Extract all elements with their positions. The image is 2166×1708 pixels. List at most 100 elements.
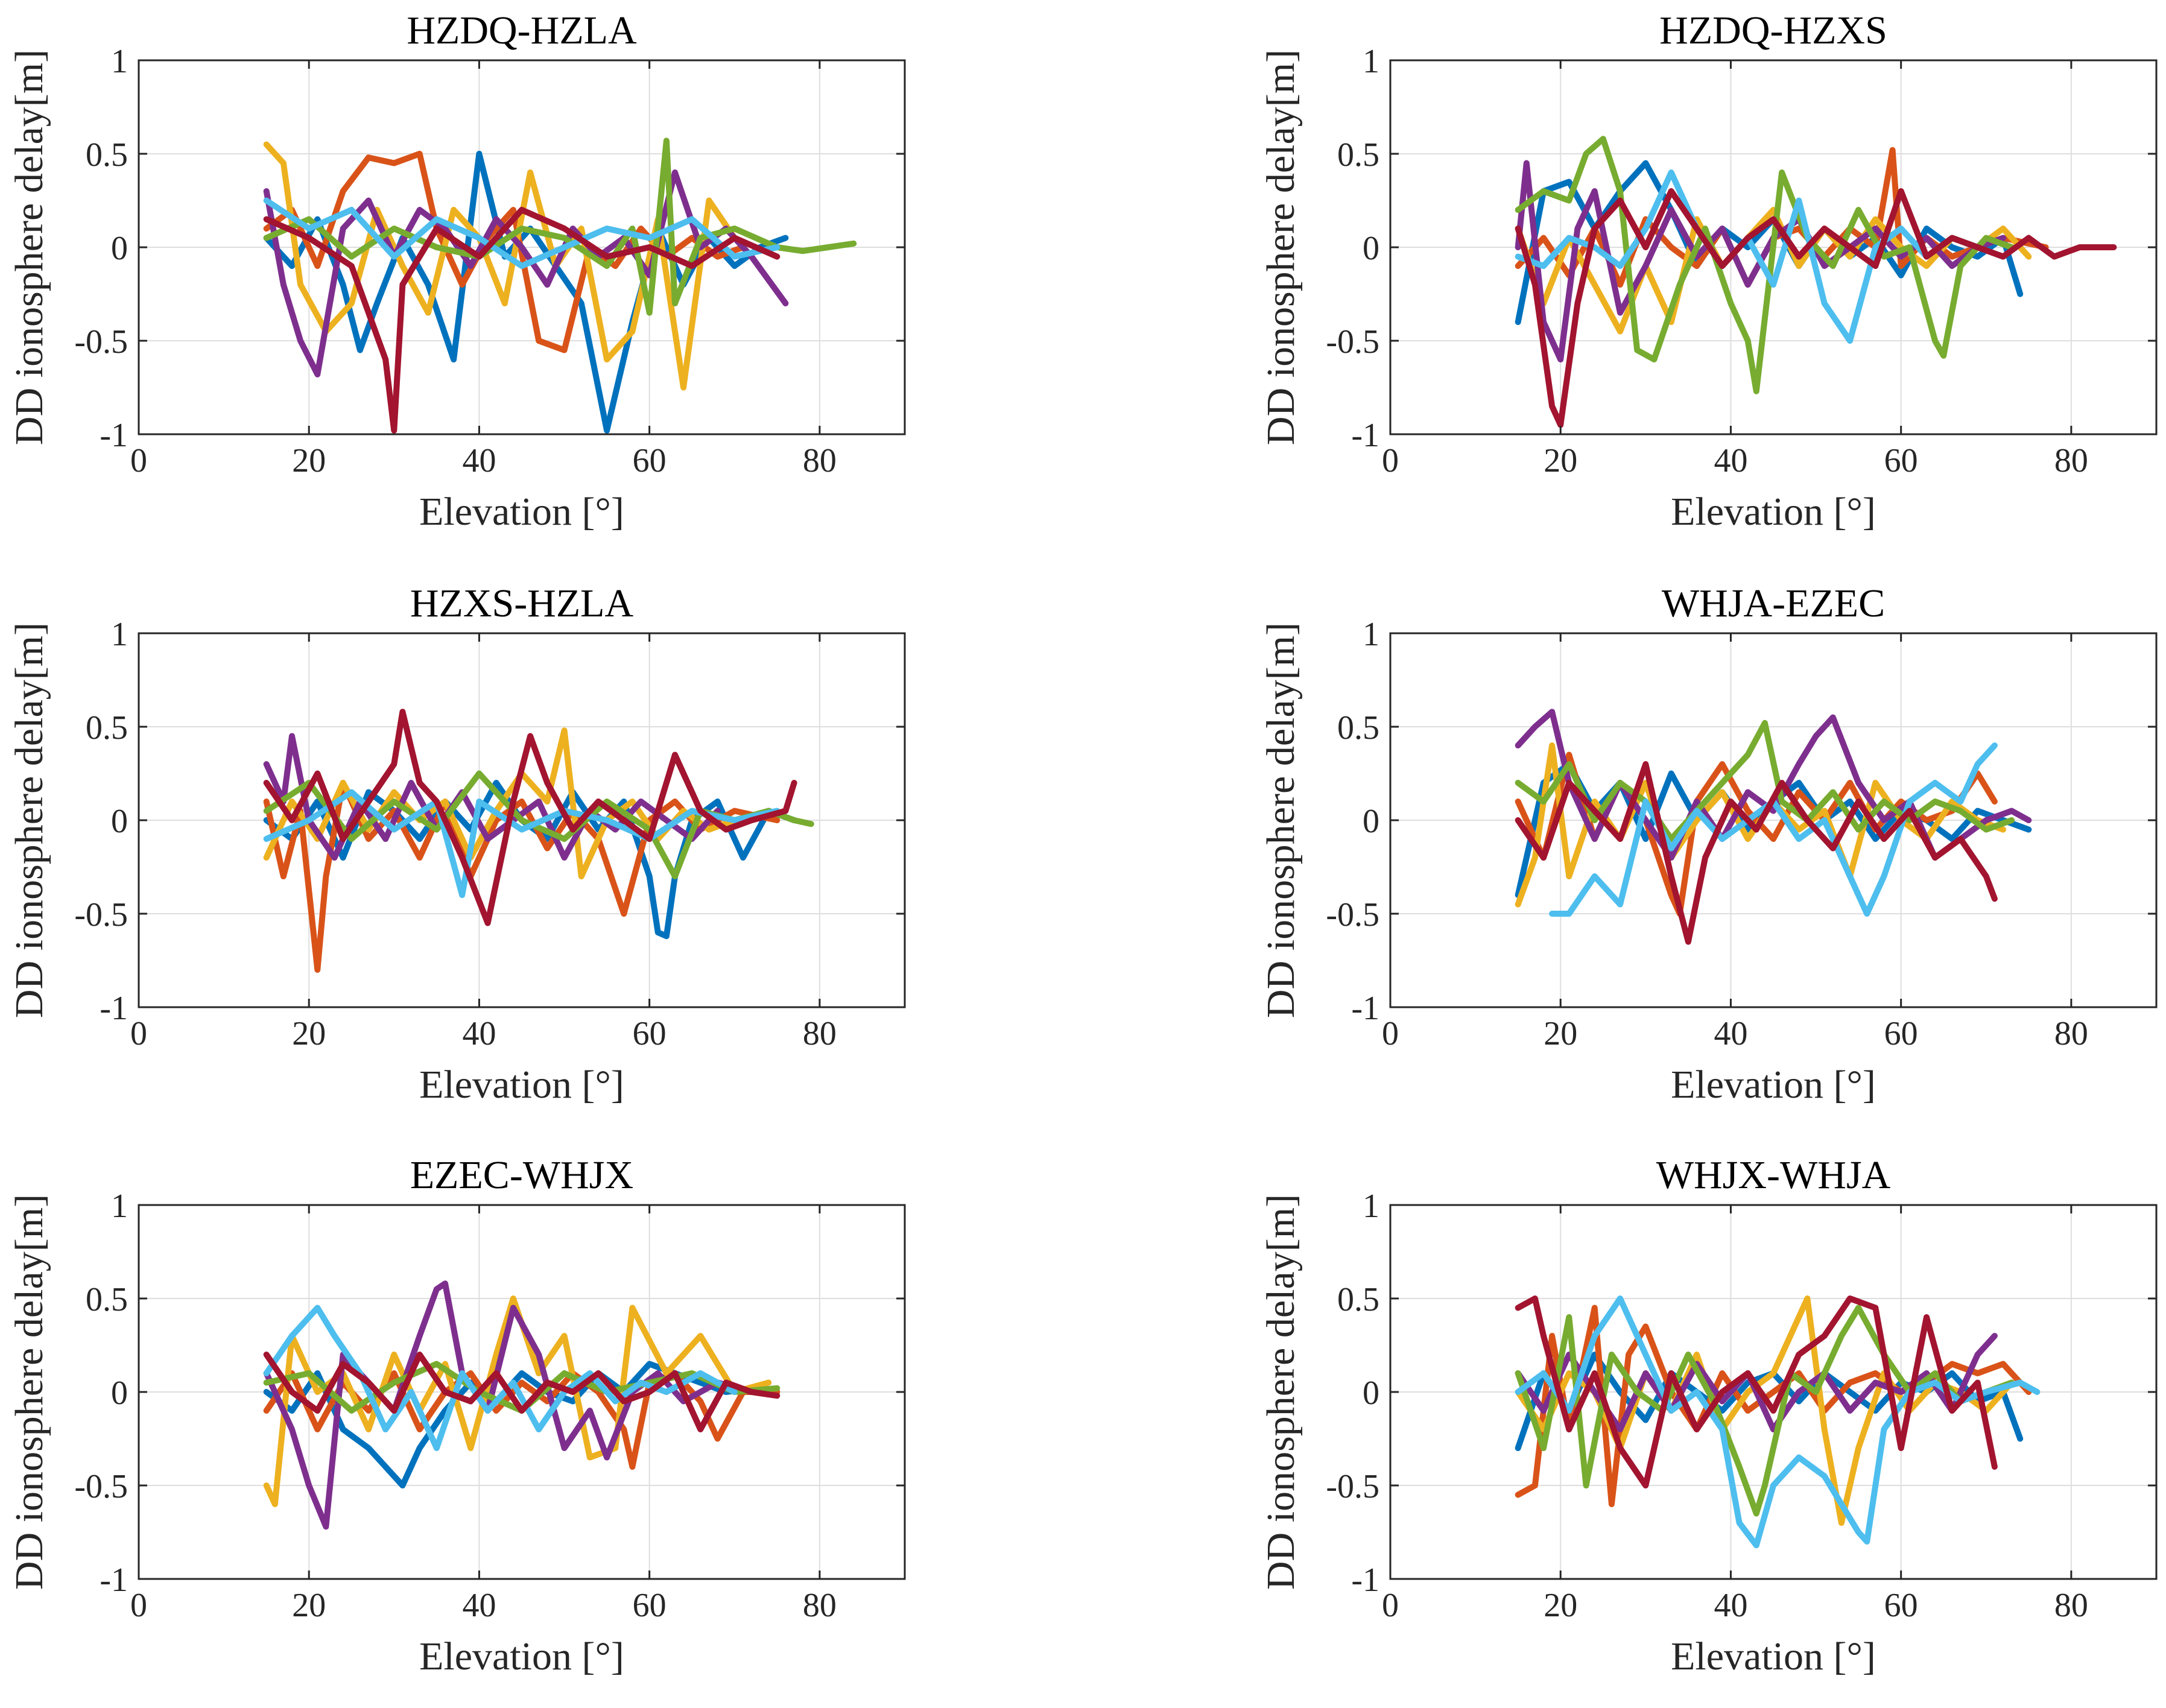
x-tick-label: 0 [130,1587,147,1624]
series-line-2 [263,780,781,973]
y-tick-label: 0.5 [86,1281,128,1318]
series-line-7 [1515,1295,1998,1488]
x-tick-label: 80 [803,1587,837,1624]
chart-title: HZDQ-HZXS [1659,8,1887,52]
y-tick-label: 1 [1363,1188,1379,1225]
x-tick-label: 20 [1544,1015,1577,1052]
x-tick-label: 0 [1382,1587,1399,1624]
chart-title: HZDQ-HZLA [407,8,637,52]
series-line-2 [263,1370,781,1470]
x-tick-label: 60 [633,1587,667,1624]
y-tick-label: 1 [1363,43,1379,80]
chart-panel-2: 0 20 40 60 80 -1 -0.5 0 0.5 1 HZDQ-HZXS Elevation [… [1259,8,2158,534]
series-line-6 [263,197,781,269]
x-axis-label: Elevation [°] [419,490,624,534]
y-tick-label: 1 [111,616,128,653]
x-tick-label: 40 [462,1587,496,1624]
y-tick-label: -1 [1351,990,1379,1027]
chart-panel-1: 0 20 40 60 80 -1 -0.5 0 0.5 1 HZDQ-HZLA Elevation [… [7,8,906,534]
y-tick-label: -0.5 [74,323,128,361]
series-group [263,1280,781,1530]
x-tick-label: 0 [130,1015,147,1052]
y-axis-label: DD ionosphere delay[m] [1259,1194,1303,1590]
x-tick-label: 60 [1884,1587,1918,1624]
x-tick-label: 60 [1884,1015,1918,1052]
y-tick-label: -1 [100,990,128,1027]
x-tick-label: 20 [1544,442,1577,479]
y-tick-label: 0.5 [1337,1281,1379,1318]
series-line-5 [1515,136,2015,394]
x-tick-label: 60 [633,1015,667,1052]
y-tick-label: -1 [1351,1561,1379,1599]
chart-panel-4: 0 20 40 60 80 -1 -0.5 0 0.5 1 WHJA-EZEC Elevation [… [1259,581,2158,1107]
y-axis-label: DD ionosphere delay[m] [1259,622,1303,1018]
y-tick-label: 0.5 [86,709,128,747]
x-axis-label: Elevation [°] [1671,490,1876,534]
x-tick-label: 20 [292,1587,326,1624]
y-axis-label: DD ionosphere delay[m] [7,622,51,1018]
x-tick-label: 0 [130,442,147,479]
y-tick-label: 0 [111,230,128,267]
y-axis-label: DD ionosphere delay[m] [7,49,51,445]
series-group [1515,136,2117,428]
y-tick-label: 0 [111,803,128,840]
series-line-7 [263,709,797,926]
y-tick-label: 0 [111,1374,128,1412]
series-line-6 [1549,742,1998,917]
x-tick-label: 0 [1382,1015,1399,1052]
x-tick-label: 20 [1544,1587,1577,1624]
x-tick-label: 20 [292,442,326,479]
y-tick-label: -0.5 [1326,323,1379,361]
series-line-3 [1515,1295,2015,1526]
y-tick-label: -0.5 [1326,1468,1379,1505]
x-axis-label: Elevation [°] [419,1063,624,1107]
series-line-4 [1515,1333,1998,1432]
series-line-6 [263,1305,738,1451]
y-axis-label: DD ionosphere delay[m] [1259,49,1303,445]
y-tick-label: 1 [111,43,128,80]
x-axis-label: Elevation [°] [1671,1063,1876,1107]
series-line-7 [263,207,781,434]
y-tick-label: -1 [100,417,128,454]
x-axis-label: Elevation [°] [1671,1634,1876,1678]
x-tick-label: 0 [1382,442,1399,479]
y-tick-label: 0 [1363,230,1379,267]
series-group [263,709,814,973]
y-tick-label: 0.5 [1337,136,1379,174]
x-tick-label: 20 [292,1015,326,1052]
x-tick-label: 80 [803,442,837,479]
chart-title: WHJA-EZEC [1662,581,1885,625]
y-tick-label: 0 [1363,1374,1379,1412]
y-tick-label: -0.5 [74,896,128,934]
chart-title: EZEC-WHJX [410,1153,633,1197]
y-tick-label: -1 [1351,417,1379,454]
chart-panel-6: 0 20 40 60 80 -1 -0.5 0 0.5 1 WHJX-WHJA Elevation [… [1259,1153,2158,1678]
x-tick-label: 80 [2054,1015,2088,1052]
series-line-7 [263,1352,781,1432]
x-tick-label: 40 [1714,1015,1747,1052]
x-tick-label: 80 [2054,1587,2088,1624]
chart-title: HZXS-HZLA [410,581,634,625]
series-line-6 [1515,1295,2041,1549]
series-line-4 [263,169,789,378]
x-tick-label: 40 [462,1015,496,1052]
y-tick-label: 1 [1363,616,1379,653]
x-tick-label: 60 [1884,442,1918,479]
x-tick-label: 80 [803,1015,837,1052]
y-axis-label: DD ionosphere delay[m] [7,1194,51,1590]
series-line-6 [263,789,781,898]
series-group [263,138,857,434]
chart-panel-3: 0 20 40 60 80 -1 -0.5 0 0.5 1 HZXS-HZLA Elevation [… [7,581,906,1107]
x-tick-label: 60 [633,442,667,479]
series-line-5 [1515,720,2015,842]
chart-title: WHJX-WHJA [1656,1153,1891,1197]
series-line-7 [1515,188,2117,428]
y-tick-label: -0.5 [74,1468,128,1505]
y-tick-label: 0.5 [1337,709,1379,747]
x-axis-label: Elevation [°] [419,1634,624,1678]
y-tick-label: 0.5 [86,136,128,174]
y-tick-label: -1 [100,1561,128,1599]
x-tick-label: 40 [1714,1587,1747,1624]
chart-panel-5: 0 20 40 60 80 -1 -0.5 0 0.5 1 EZEC-WHJX Elevation [… [7,1153,906,1678]
